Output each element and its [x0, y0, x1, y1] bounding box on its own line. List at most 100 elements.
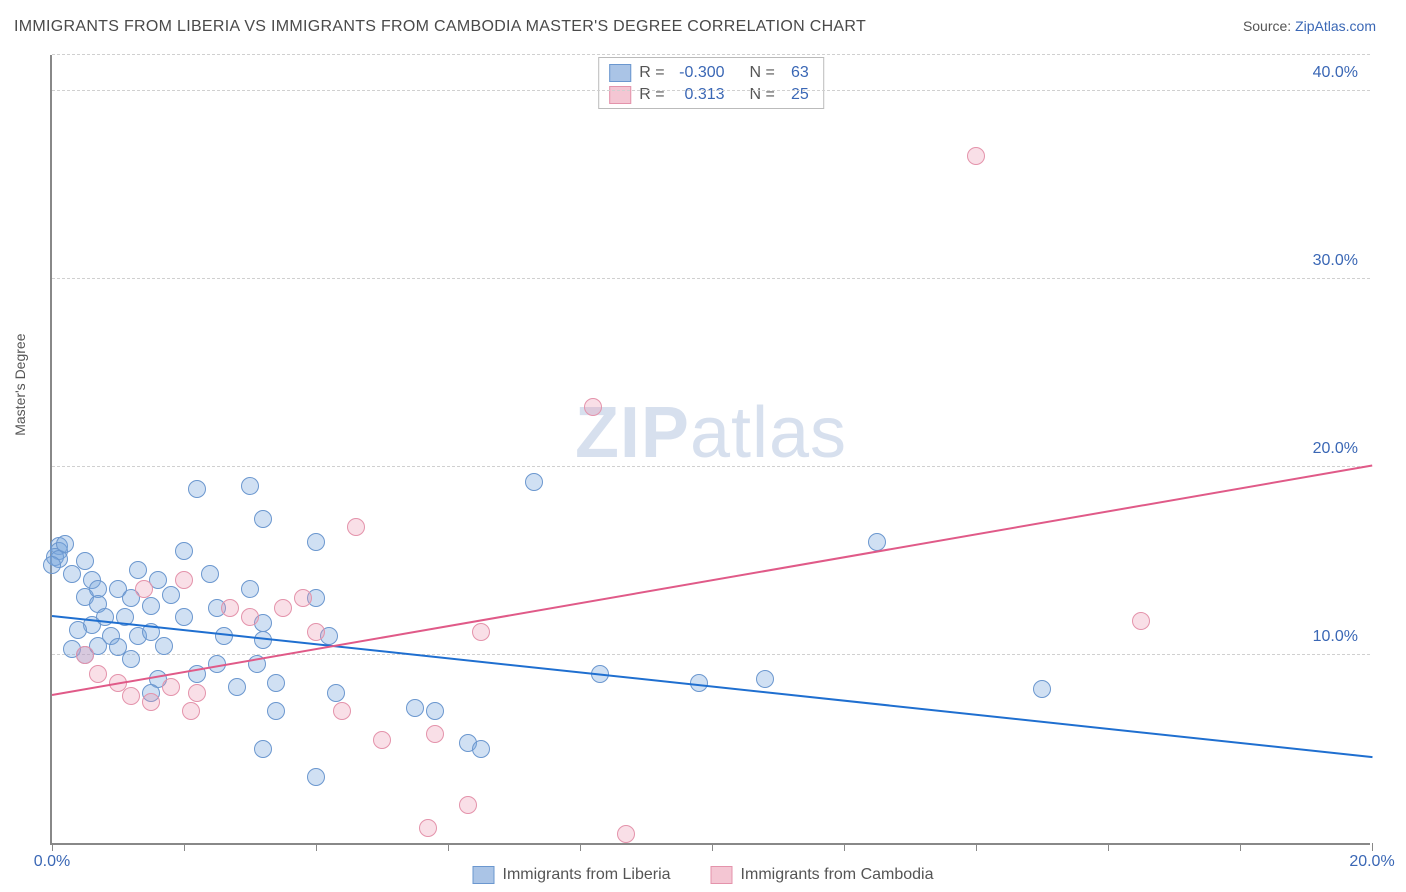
chart-title: IMMIGRANTS FROM LIBERIA VS IMMIGRANTS FR… — [14, 18, 866, 36]
data-point — [274, 599, 292, 617]
gridline-h — [52, 654, 1370, 655]
gridline-h — [52, 278, 1370, 279]
series-swatch — [473, 866, 495, 884]
data-point — [584, 398, 602, 416]
x-tick — [448, 843, 449, 851]
legend-item: Immigrants from Liberia — [473, 866, 671, 884]
series-legend: Immigrants from Liberia Immigrants from C… — [473, 866, 934, 884]
n-label: N = — [749, 84, 774, 106]
r-value: 0.313 — [673, 84, 725, 106]
data-point — [135, 580, 153, 598]
data-point — [525, 473, 543, 491]
stats-row: R =-0.300 N =63 — [609, 62, 809, 84]
r-label: R = — [639, 62, 664, 84]
data-point — [122, 687, 140, 705]
x-tick — [316, 843, 317, 851]
data-point — [267, 702, 285, 720]
data-point — [56, 535, 74, 553]
data-point — [162, 678, 180, 696]
n-value: 25 — [783, 84, 809, 106]
data-point — [307, 768, 325, 786]
data-point — [69, 621, 87, 639]
data-point — [241, 580, 259, 598]
watermark: ZIPatlas — [575, 392, 847, 474]
data-point — [459, 796, 477, 814]
x-tick — [1240, 843, 1241, 851]
x-tick — [580, 843, 581, 851]
data-point — [333, 702, 351, 720]
data-point — [175, 608, 193, 626]
data-point — [967, 147, 985, 165]
data-point — [155, 637, 173, 655]
data-point — [267, 674, 285, 692]
x-tick — [184, 843, 185, 851]
data-point — [142, 597, 160, 615]
data-point — [129, 561, 147, 579]
source-link[interactable]: ZipAtlas.com — [1295, 18, 1376, 34]
data-point — [201, 565, 219, 583]
gridline-h — [52, 466, 1370, 467]
data-point — [307, 623, 325, 641]
data-point — [182, 702, 200, 720]
data-point — [327, 684, 345, 702]
y-tick-label: 40.0% — [1313, 64, 1358, 82]
data-point — [756, 670, 774, 688]
data-point — [426, 702, 444, 720]
data-point — [76, 552, 94, 570]
series-swatch — [609, 64, 631, 82]
data-point — [617, 825, 635, 843]
legend-item: Immigrants from Cambodia — [711, 866, 934, 884]
data-point — [294, 589, 312, 607]
data-point — [188, 684, 206, 702]
data-point — [142, 693, 160, 711]
correlation-stats-box: R =-0.300 N =63R =0.313 N =25 — [598, 57, 824, 109]
x-tick — [52, 843, 53, 851]
data-point — [426, 725, 444, 743]
trend-line — [52, 615, 1372, 758]
y-tick-label: 10.0% — [1313, 628, 1358, 646]
x-tick — [976, 843, 977, 851]
y-tick-label: 20.0% — [1313, 440, 1358, 458]
data-point — [89, 665, 107, 683]
legend-label: Immigrants from Cambodia — [741, 866, 934, 884]
n-value: 63 — [783, 62, 809, 84]
data-point — [472, 623, 490, 641]
data-point — [228, 678, 246, 696]
data-point — [472, 740, 490, 758]
y-axis-label: Master's Degree — [12, 334, 28, 436]
stats-row: R = 0.313 N = 25 — [609, 84, 809, 106]
data-point — [373, 731, 391, 749]
source-label: Source: — [1243, 18, 1291, 34]
data-point — [1033, 680, 1051, 698]
n-label: N = — [749, 62, 774, 84]
data-point — [122, 650, 140, 668]
data-point — [162, 586, 180, 604]
data-point — [221, 599, 239, 617]
data-point — [347, 518, 365, 536]
data-point — [254, 740, 272, 758]
y-tick-label: 30.0% — [1313, 252, 1358, 270]
data-point — [241, 477, 259, 495]
x-tick-label: 0.0% — [34, 853, 70, 871]
x-tick — [712, 843, 713, 851]
data-point — [406, 699, 424, 717]
x-tick — [844, 843, 845, 851]
x-tick — [1372, 843, 1373, 851]
data-point — [175, 571, 193, 589]
data-point — [96, 608, 114, 626]
x-tick-label: 20.0% — [1349, 853, 1394, 871]
data-point — [307, 533, 325, 551]
data-point — [175, 542, 193, 560]
data-point — [254, 510, 272, 528]
data-point — [419, 819, 437, 837]
source-attribution: Source: ZipAtlas.com — [1243, 18, 1376, 34]
series-swatch — [711, 866, 733, 884]
r-label: R = — [639, 84, 664, 106]
data-point — [43, 556, 61, 574]
gridline-h — [52, 54, 1370, 55]
data-point — [76, 646, 94, 664]
gridline-h — [52, 90, 1370, 91]
data-point — [63, 565, 81, 583]
legend-label: Immigrants from Liberia — [503, 866, 671, 884]
x-tick — [1108, 843, 1109, 851]
